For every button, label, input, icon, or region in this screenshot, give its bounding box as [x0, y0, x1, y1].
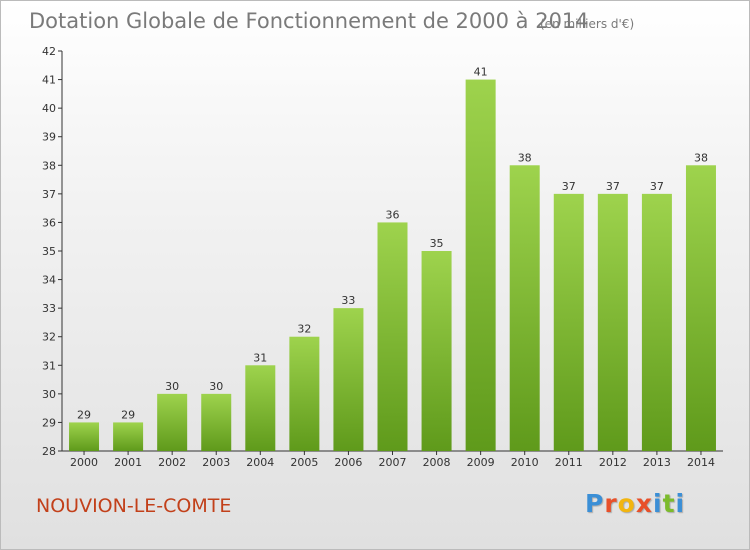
x-tick-label: 2000	[70, 456, 98, 469]
x-tick-label: 2013	[643, 456, 671, 469]
y-tick-label: 31	[42, 359, 56, 372]
bar-value-label: 30	[165, 380, 179, 393]
bar-value-label: 38	[694, 151, 708, 164]
bar-value-label: 32	[297, 323, 311, 336]
bar	[201, 393, 232, 451]
x-tick-label: 2003	[202, 456, 230, 469]
x-tick-label: 2008	[423, 456, 451, 469]
x-tick-label: 2010	[511, 456, 539, 469]
brand-letter: i	[675, 489, 686, 518]
bar-value-label: 29	[121, 408, 135, 421]
brand-letter: i	[653, 489, 663, 518]
brand-letter: r	[604, 489, 618, 518]
bar-value-label: 36	[386, 208, 400, 221]
bar-value-label: 30	[209, 380, 223, 393]
x-tick-label: 2005	[290, 456, 318, 469]
unit-label: (en milliers d'€)	[540, 17, 635, 31]
x-tick-label: 2012	[599, 456, 627, 469]
y-tick-label: 40	[42, 102, 56, 115]
x-tick-label: 2007	[379, 456, 407, 469]
brand-logo: Proxiti	[585, 489, 685, 518]
x-tick-label: 2006	[334, 456, 362, 469]
bar-value-label: 37	[562, 180, 576, 193]
bar	[245, 365, 276, 451]
bar-value-label: 31	[253, 351, 267, 364]
bars-group: 29 29 30 30 31 32 33 36 35 41 38 37 37 37 38	[69, 66, 716, 452]
y-tick-label: 41	[42, 74, 56, 87]
x-tick-label: 2001	[114, 456, 142, 469]
bar	[641, 193, 672, 451]
bar	[597, 193, 628, 451]
x-tick-label: 2002	[158, 456, 186, 469]
y-tick-label: 32	[42, 331, 56, 344]
y-tick-label: 30	[42, 388, 56, 401]
y-tick-label: 37	[42, 188, 56, 201]
bar-value-label: 35	[430, 237, 444, 250]
y-axis-labels: 28 29 30 31 32 33 34 35 36 37 38 39 40 41 42	[42, 45, 56, 458]
bar	[289, 336, 320, 451]
brand-letter: o	[617, 489, 636, 518]
town-name: NOUVION-LE-COMTE	[36, 495, 232, 517]
y-tick-label: 42	[42, 45, 56, 58]
brand-letter: P	[585, 489, 605, 518]
bar	[69, 422, 100, 451]
bar-value-label: 38	[518, 151, 532, 164]
bar	[113, 422, 144, 451]
y-tick-label: 29	[42, 416, 56, 429]
bar-value-label: 37	[606, 180, 620, 193]
y-tick-label: 35	[42, 245, 56, 258]
bar	[465, 79, 496, 452]
brand-letter: t	[662, 489, 676, 518]
bar-value-label: 41	[474, 66, 488, 79]
y-tick-label: 34	[42, 274, 56, 287]
y-tick-label: 28	[42, 445, 56, 458]
y-tick-label: 39	[42, 131, 56, 144]
bar-value-label: 37	[650, 180, 664, 193]
bar	[509, 165, 540, 452]
x-tick-label: 2014	[687, 456, 715, 469]
bar	[157, 393, 188, 451]
y-tick-label: 38	[42, 159, 56, 172]
x-tick-label: 2004	[246, 456, 274, 469]
bar-value-label: 33	[341, 294, 355, 307]
brand-letter: x	[635, 489, 653, 518]
bar	[553, 193, 584, 451]
bar	[377, 222, 408, 451]
x-axis-labels: 2000 2001 2002 2003 2004 2005 2006 2007 2008 2009…	[70, 456, 715, 469]
bar	[333, 308, 364, 451]
bar	[685, 165, 716, 452]
bar-value-label: 29	[77, 408, 91, 421]
y-tick-label: 36	[42, 216, 56, 229]
bar	[421, 251, 452, 451]
x-tick-label: 2009	[467, 456, 495, 469]
y-tick-label: 33	[42, 302, 56, 315]
chart-title: Dotation Globale de Fonctionnement de 20…	[29, 9, 589, 33]
x-tick-label: 2011	[555, 456, 583, 469]
